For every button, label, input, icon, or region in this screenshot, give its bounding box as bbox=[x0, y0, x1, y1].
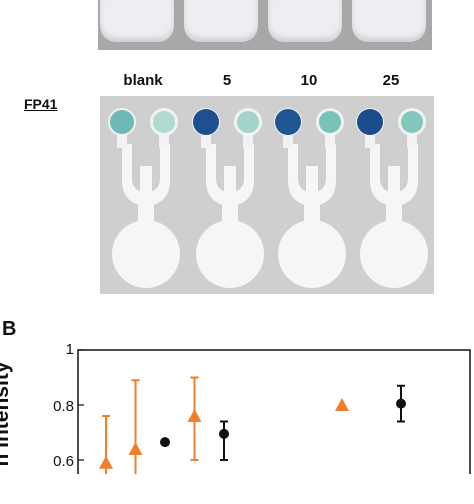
y-tick-label: 0.6 bbox=[53, 453, 74, 470]
spot-5-left bbox=[193, 109, 219, 135]
circle-point bbox=[160, 437, 170, 448]
triangle-point bbox=[335, 398, 349, 411]
scatter-plot bbox=[77, 349, 471, 474]
plot-frame bbox=[77, 349, 471, 474]
circle-point bbox=[396, 398, 406, 409]
triangle-point bbox=[128, 442, 143, 455]
spot-25-left bbox=[357, 109, 383, 135]
top-well bbox=[268, 0, 342, 42]
triangle-point bbox=[187, 409, 202, 422]
y-tick-label: 0.8 bbox=[53, 398, 74, 415]
spot-10-left bbox=[275, 109, 301, 135]
spot-blank-right bbox=[153, 111, 175, 133]
spot-25-right bbox=[401, 111, 423, 133]
top-well bbox=[184, 0, 258, 42]
top-well bbox=[352, 0, 426, 42]
circle-point bbox=[219, 428, 229, 439]
triangle-point bbox=[99, 455, 113, 469]
paper-strip-photo bbox=[100, 96, 434, 294]
lane-label-25: 25 bbox=[382, 72, 400, 89]
strip-drawing bbox=[108, 108, 428, 288]
lane-label-blank: blank bbox=[123, 72, 163, 89]
spot-blank-left bbox=[110, 110, 134, 134]
top-photo-panel bbox=[98, 0, 432, 50]
fp-label: FP41 bbox=[24, 96, 58, 112]
y-tick-label: 1 bbox=[65, 341, 74, 358]
spot-5-right bbox=[237, 111, 259, 133]
lane-label-10: 10 bbox=[300, 72, 318, 89]
panel-b-label: B bbox=[2, 318, 17, 340]
spot-10-right bbox=[319, 111, 341, 133]
lane-label-5: 5 bbox=[222, 72, 232, 89]
top-well bbox=[100, 0, 174, 42]
